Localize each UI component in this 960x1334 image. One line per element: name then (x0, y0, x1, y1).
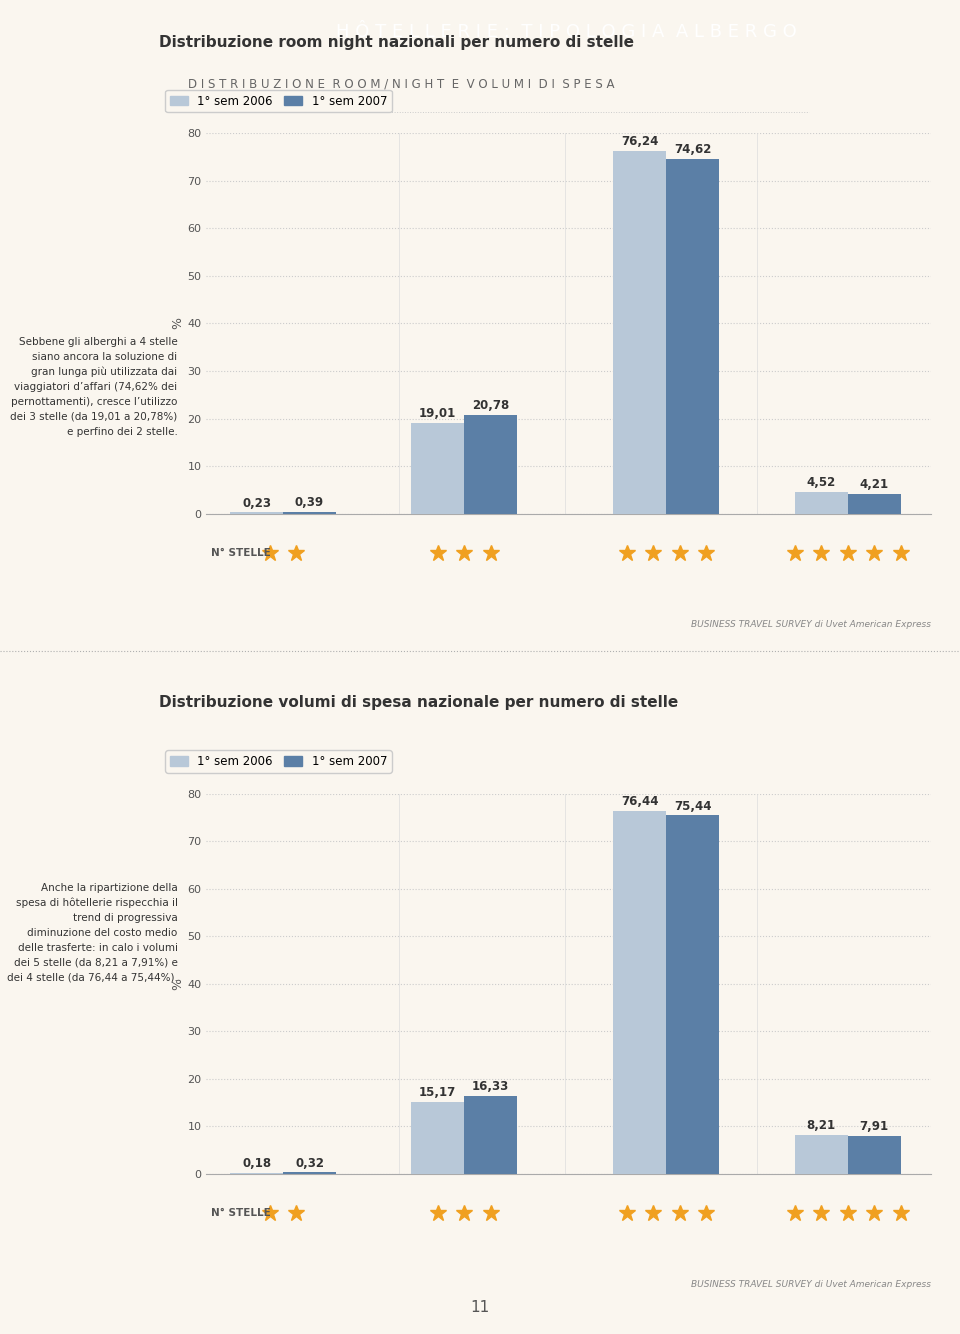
Text: Sebbene gli alberghi a 4 stelle
siano ancora la soluzione di
gran lunga più util: Sebbene gli alberghi a 4 stelle siano an… (11, 338, 178, 436)
Text: 0,39: 0,39 (295, 496, 324, 508)
Text: N° STELLE: N° STELLE (210, 1209, 271, 1218)
Text: 16,33: 16,33 (472, 1081, 510, 1094)
Bar (411, 1102, 465, 1174)
Legend: 1° sem 2006, 1° sem 2007: 1° sem 2006, 1° sem 2007 (165, 750, 392, 772)
Text: 20,78: 20,78 (472, 399, 510, 412)
Bar (465, 1097, 517, 1174)
Text: H Ô T E L L E R I E :  T I P O L O G I A  A L B E R G O: H Ô T E L L E R I E : T I P O L O G I A … (336, 23, 797, 41)
Bar (848, 494, 900, 514)
Text: D I S T R I B U Z I O N E  R O O M / N I G H T  E  V O L U M I  D I  S P E S A: D I S T R I B U Z I O N E R O O M / N I … (188, 77, 614, 91)
Text: 4,52: 4,52 (806, 476, 836, 490)
Text: Distribuzione room night nazionali per numero di stelle: Distribuzione room night nazionali per n… (159, 35, 635, 49)
Bar (795, 1135, 848, 1174)
Bar (613, 151, 666, 514)
Y-axis label: %: % (172, 317, 184, 329)
Bar (666, 815, 719, 1174)
Text: 0,18: 0,18 (242, 1157, 271, 1170)
Text: N° STELLE: N° STELLE (210, 548, 271, 558)
Text: 11: 11 (470, 1299, 490, 1315)
Text: BUSINESS TRAVEL SURVEY di Uvet American Express: BUSINESS TRAVEL SURVEY di Uvet American … (691, 620, 931, 630)
Text: 8,21: 8,21 (806, 1119, 835, 1133)
Text: 74,62: 74,62 (674, 143, 711, 156)
Bar (411, 423, 465, 514)
Bar (795, 492, 848, 514)
Text: BUSINESS TRAVEL SURVEY di Uvet American Express: BUSINESS TRAVEL SURVEY di Uvet American … (691, 1281, 931, 1290)
Text: 76,44: 76,44 (621, 795, 659, 808)
Text: 19,01: 19,01 (420, 407, 456, 420)
Y-axis label: %: % (172, 978, 184, 990)
Bar (613, 811, 666, 1174)
Legend: 1° sem 2006, 1° sem 2007: 1° sem 2006, 1° sem 2007 (165, 89, 392, 112)
Text: 7,91: 7,91 (859, 1121, 889, 1134)
Text: 4,21: 4,21 (859, 478, 889, 491)
Bar (666, 159, 719, 514)
Text: 0,32: 0,32 (295, 1157, 324, 1170)
Text: 0,23: 0,23 (242, 496, 271, 510)
Text: 15,17: 15,17 (420, 1086, 456, 1099)
Text: Distribuzione volumi di spesa nazionale per numero di stelle: Distribuzione volumi di spesa nazionale … (159, 695, 679, 710)
Bar (465, 415, 517, 514)
Bar (283, 512, 336, 514)
Bar (283, 1173, 336, 1174)
Text: 76,24: 76,24 (621, 136, 659, 148)
Text: 75,44: 75,44 (674, 799, 711, 812)
Text: Anche la ripartizione della
spesa di hôtellerie rispecchia il
trend di progressi: Anche la ripartizione della spesa di hôt… (7, 883, 178, 982)
Bar (848, 1137, 900, 1174)
